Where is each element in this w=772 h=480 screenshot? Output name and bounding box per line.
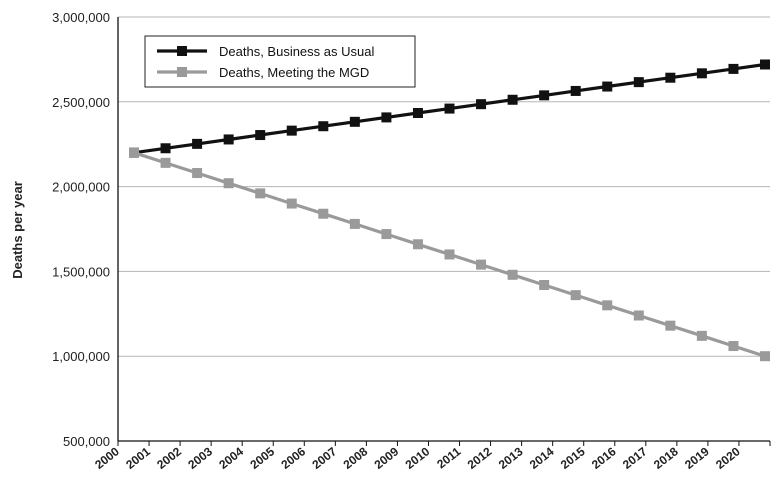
data-point — [160, 157, 171, 168]
x-tick-label: 2013 — [496, 444, 526, 472]
data-point — [760, 351, 770, 362]
x-tick-label: 2012 — [465, 444, 495, 472]
data-point — [696, 330, 707, 341]
x-tick-label: 2015 — [558, 444, 588, 472]
x-tick-label: 2017 — [620, 444, 650, 472]
data-point — [412, 239, 423, 250]
data-point — [286, 125, 297, 136]
data-point — [192, 168, 203, 179]
data-point — [696, 68, 707, 79]
data-point — [602, 81, 613, 92]
data-point — [223, 134, 234, 145]
data-point — [539, 279, 550, 290]
x-tick-label: 2016 — [589, 444, 619, 472]
series-2 — [129, 147, 770, 362]
x-tick-label: 2008 — [341, 444, 371, 472]
data-point — [476, 259, 487, 270]
data-point — [507, 269, 518, 280]
x-tick-label: 2007 — [310, 444, 340, 472]
data-point — [570, 85, 581, 96]
y-axis-label: Deaths per year — [10, 181, 25, 279]
y-tick-labels: 500,000 1,000,000 1,500,000 2,000,000 2,500,… — [52, 10, 110, 449]
x-tick-label: 2004 — [216, 444, 246, 472]
x-tick-label: 2019 — [682, 444, 712, 472]
y-tick-label: 2,000,000 — [52, 180, 110, 195]
data-point — [223, 178, 234, 189]
x-tick-label: 2003 — [185, 444, 215, 472]
series-1 — [129, 59, 770, 158]
x-tick-label: 2006 — [278, 444, 308, 472]
y-tick-label: 1,500,000 — [52, 264, 110, 279]
data-point — [349, 218, 360, 229]
y-tick-label: 2,500,000 — [52, 95, 110, 110]
data-point — [476, 99, 487, 110]
x-tick-label: 2020 — [713, 444, 743, 472]
data-point — [412, 107, 423, 118]
data-point — [192, 138, 203, 149]
x-tick-label: 2009 — [372, 444, 402, 472]
legend-box — [144, 35, 416, 88]
data-point — [444, 249, 455, 260]
legend-label: Deaths, Business as Usual — [219, 44, 374, 59]
legend-label: Deaths, Meeting the MGD — [219, 65, 369, 80]
y-tick-label: 1,000,000 — [52, 349, 110, 364]
data-point — [728, 63, 739, 74]
x-tick-label: 2002 — [154, 444, 184, 472]
data-point — [760, 59, 770, 70]
data-point — [160, 143, 171, 154]
data-point — [728, 341, 739, 352]
data-point — [381, 229, 392, 240]
y-tick-label: 3,000,000 — [52, 10, 110, 25]
x-tick-label: 2001 — [123, 444, 153, 472]
x-tick-label: 2005 — [247, 444, 277, 472]
data-point — [255, 188, 266, 199]
data-point — [318, 121, 329, 132]
data-point — [539, 90, 550, 101]
data-point — [349, 116, 360, 127]
data-point — [570, 290, 581, 301]
data-point — [381, 112, 392, 123]
legend: Deaths, Business as Usual Deaths, Meeting… — [144, 35, 416, 88]
data-point — [318, 208, 329, 219]
data-point — [633, 310, 644, 321]
y-tick-label: 500,000 — [63, 434, 110, 449]
data-point — [633, 77, 644, 88]
x-tick-labels: 2000 2001 2002 2003 2004 2005 2006 2007 2008 2009… — [92, 444, 743, 472]
x-tick-label: 2010 — [403, 444, 433, 472]
legend-marker — [177, 67, 187, 77]
data-point — [665, 320, 676, 331]
data-point — [507, 94, 518, 105]
data-point — [129, 147, 139, 158]
data-point — [444, 103, 455, 114]
series-lines — [129, 59, 770, 362]
x-tick-label: 2018 — [651, 444, 681, 472]
data-point — [665, 72, 676, 83]
axes — [117, 17, 771, 446]
legend-marker — [177, 46, 187, 56]
data-point — [602, 300, 613, 311]
x-tick-label: 2011 — [434, 444, 463, 471]
data-point — [255, 130, 266, 141]
x-tick-label: 2014 — [527, 444, 557, 472]
data-point — [286, 198, 297, 209]
